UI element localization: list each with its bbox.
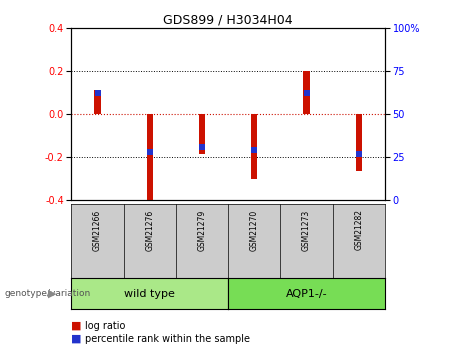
Text: AQP1-/-: AQP1-/- [286, 289, 327, 298]
Text: GSM21282: GSM21282 [355, 209, 363, 250]
Text: ■: ■ [71, 321, 82, 331]
Text: ■: ■ [71, 334, 82, 344]
Text: GSM21276: GSM21276 [145, 209, 154, 251]
Text: ▶: ▶ [48, 289, 57, 299]
Text: genotype/variation: genotype/variation [5, 289, 91, 298]
Text: GSM21270: GSM21270 [250, 209, 259, 251]
Text: log ratio: log ratio [85, 321, 126, 331]
Bar [95, 90, 100, 114]
Text: GSM21266: GSM21266 [93, 209, 102, 251]
Text: percentile rank within the sample: percentile rank within the sample [85, 334, 250, 344]
Text: GSM21273: GSM21273 [302, 209, 311, 251]
Bar [303, 71, 310, 114]
Bar [199, 114, 205, 154]
Text: wild type: wild type [124, 289, 175, 298]
Text: GSM21279: GSM21279 [198, 209, 207, 251]
Bar [356, 114, 362, 171]
Bar [251, 114, 257, 179]
Title: GDS899 / H3034H04: GDS899 / H3034H04 [163, 13, 293, 27]
Bar [147, 114, 153, 202]
